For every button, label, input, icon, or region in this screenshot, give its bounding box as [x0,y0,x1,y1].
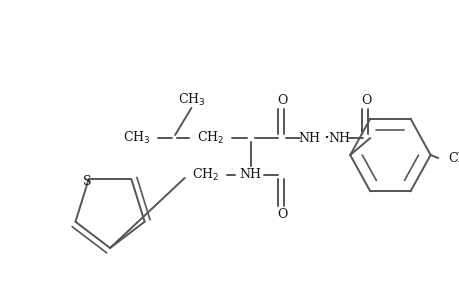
Text: NH: NH [328,131,350,145]
Text: CH$_3$: CH$_3$ [177,92,205,108]
Text: CH$_3$: CH$_3$ [123,130,150,146]
Text: S: S [82,175,91,188]
Text: Cl: Cl [447,152,459,166]
Text: CH$_2$: CH$_2$ [192,167,219,183]
Text: O: O [276,208,287,221]
Text: ·: · [323,129,329,147]
Text: CH$_2$: CH$_2$ [196,130,224,146]
Text: NH: NH [297,131,319,145]
Text: O: O [276,94,287,106]
Text: O: O [360,94,371,106]
Text: NH: NH [239,169,261,182]
